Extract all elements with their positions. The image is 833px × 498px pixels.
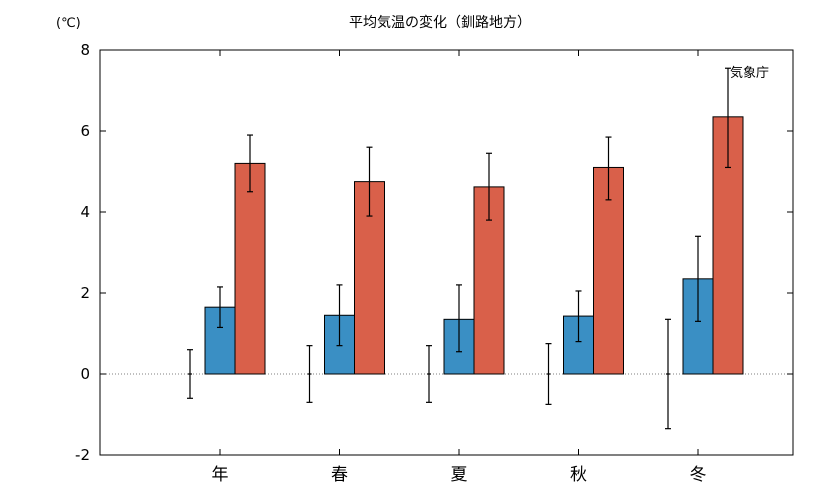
x-category-label: 春 xyxy=(331,465,348,485)
chart-title: 平均気温の変化（釧路地方） xyxy=(349,14,531,31)
y-tick-label: -2 xyxy=(75,446,90,464)
bar xyxy=(593,166,624,375)
y-tick-label: 8 xyxy=(80,41,90,59)
y-tick-label: 4 xyxy=(80,203,90,221)
plot-frame xyxy=(99,49,794,456)
y-unit-label: (℃) xyxy=(56,16,81,31)
x-category-label: 秋 xyxy=(570,465,587,485)
plot-area xyxy=(100,49,793,456)
credit-label: 気象庁 xyxy=(730,65,769,81)
bar xyxy=(234,162,266,375)
y-tick-label: 0 xyxy=(80,365,90,383)
x-category-label: 年 xyxy=(212,465,229,485)
y-tick-label: 6 xyxy=(80,122,90,140)
x-category-label: 冬 xyxy=(690,465,707,485)
y-tick-label: 2 xyxy=(80,284,90,302)
x-category-label: 夏 xyxy=(451,465,468,485)
